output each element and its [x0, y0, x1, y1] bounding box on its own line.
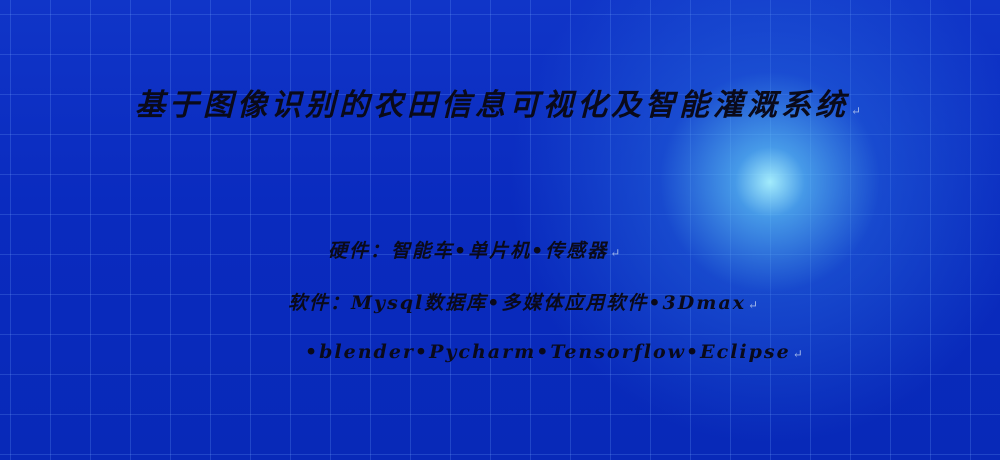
slide-title-text: 基于图像识别的农田信息可视化及智能灌溉系统 — [134, 88, 849, 123]
paragraph-mark-icon: ↵ — [610, 246, 623, 260]
software-text: 软件：Mysql数据库•多媒体应用软件•3Dmax — [288, 292, 746, 314]
paragraph-mark-icon: ↵ — [792, 347, 805, 361]
hardware-line: 硬件：智能车•单片机•传感器 ↵ — [328, 236, 622, 263]
slide-title: 基于图像识别的农田信息可视化及智能灌溉系统 ↵ — [0, 80, 1000, 124]
paragraph-mark-icon: ↵ — [748, 298, 761, 312]
tools-text: •blender•Pycharm•Tensorflow•Eclipse — [305, 341, 791, 363]
hardware-text: 硬件：智能车•单片机•传感器 — [328, 240, 609, 262]
software-line: 软件：Mysql数据库•多媒体应用软件•3Dmax ↵ — [288, 288, 760, 315]
tools-line: •blender•Pycharm•Tensorflow•Eclipse ↵ — [305, 341, 805, 363]
paragraph-mark-icon: ↵ — [850, 104, 866, 118]
